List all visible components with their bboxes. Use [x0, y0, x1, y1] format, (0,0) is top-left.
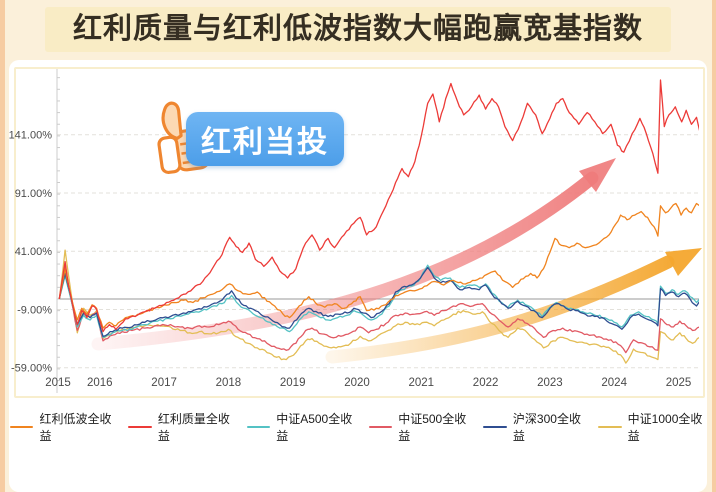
legend-item-4[interactable]: 沪深300全收益: [483, 410, 585, 444]
legend-swatch: [10, 426, 34, 428]
left-edge-strip: [0, 0, 5, 492]
legend-label: 红利低波全收益: [39, 412, 112, 443]
legend-item-2[interactable]: 中证A500全收益: [246, 410, 356, 444]
right-edge-strip: [712, 0, 716, 492]
legend-swatch: [483, 426, 507, 428]
badge-pill: 红利当投: [186, 112, 344, 166]
legend-item-5[interactable]: 中证1000全收益: [598, 410, 706, 444]
page-title: 红利质量与红利低波指数大幅跑赢宽基指数: [45, 7, 671, 52]
legend-swatch: [128, 426, 152, 428]
chart-legend: 红利低波全收益 红利质量全收益 中证A500全收益 中证500全收益 沪深300全收益 中…: [10, 410, 706, 444]
legend-swatch: [598, 426, 622, 428]
legend-label: 沪深300全收益: [512, 412, 581, 443]
legend-item-0[interactable]: 红利低波全收益: [10, 410, 115, 444]
promo-badge: 红利当投: [146, 94, 376, 178]
legend-label: 红利质量全收益: [157, 412, 230, 443]
legend-label: 中证500全收益: [398, 412, 467, 443]
badge-text: 红利当投: [201, 126, 329, 159]
legend-swatch: [246, 426, 271, 428]
legend-item-3[interactable]: 中证500全收益: [368, 410, 471, 444]
legend-label: 中证1000全收益: [627, 412, 703, 443]
legend-label: 中证A500全收益: [276, 412, 353, 443]
legend-item-1[interactable]: 红利质量全收益: [128, 410, 233, 444]
legend-swatch: [368, 426, 393, 428]
